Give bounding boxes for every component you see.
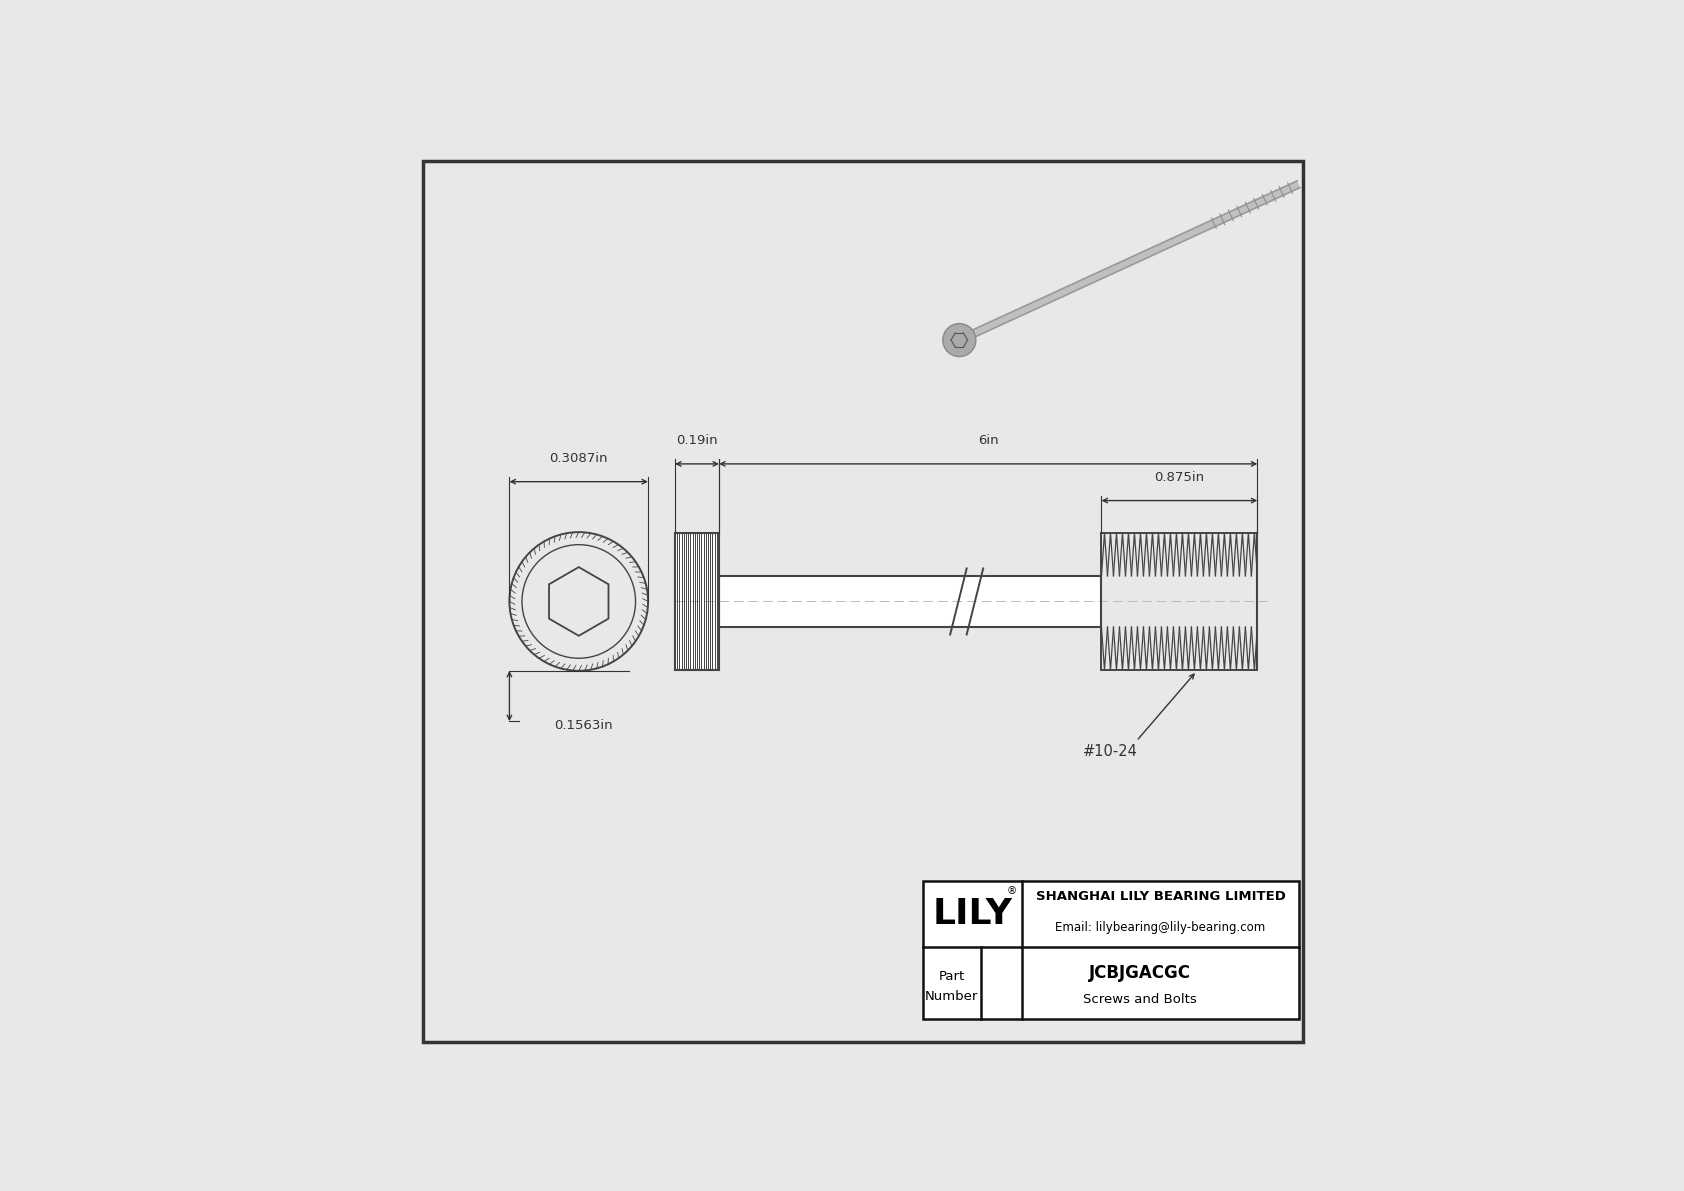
- Bar: [675, 532, 719, 671]
- Text: JCBJGACGC: JCBJGACGC: [1090, 965, 1191, 983]
- Text: 0.1563in: 0.1563in: [554, 719, 613, 732]
- Text: 0.875in: 0.875in: [1154, 472, 1204, 484]
- Text: Number: Number: [925, 990, 978, 1003]
- Bar: [923, 881, 1298, 1018]
- Text: SHANGHAI LILY BEARING LIMITED: SHANGHAI LILY BEARING LIMITED: [1036, 890, 1285, 903]
- Bar: [719, 575, 1101, 628]
- Circle shape: [943, 324, 975, 356]
- Text: Screws and Bolts: Screws and Bolts: [1083, 993, 1197, 1006]
- Text: Part: Part: [938, 969, 965, 983]
- Text: Email: lilybearing@lily-bearing.com: Email: lilybearing@lily-bearing.com: [1056, 922, 1266, 935]
- Text: 6in: 6in: [978, 435, 999, 448]
- Bar: [675, 532, 719, 671]
- Text: 0.19in: 0.19in: [677, 435, 717, 448]
- Text: ®: ®: [1007, 886, 1017, 896]
- Text: #10-24: #10-24: [1083, 743, 1138, 759]
- Bar: [719, 575, 1101, 628]
- Polygon shape: [958, 181, 1300, 343]
- Text: 0.3087in: 0.3087in: [549, 453, 608, 466]
- Text: LILY: LILY: [933, 897, 1012, 931]
